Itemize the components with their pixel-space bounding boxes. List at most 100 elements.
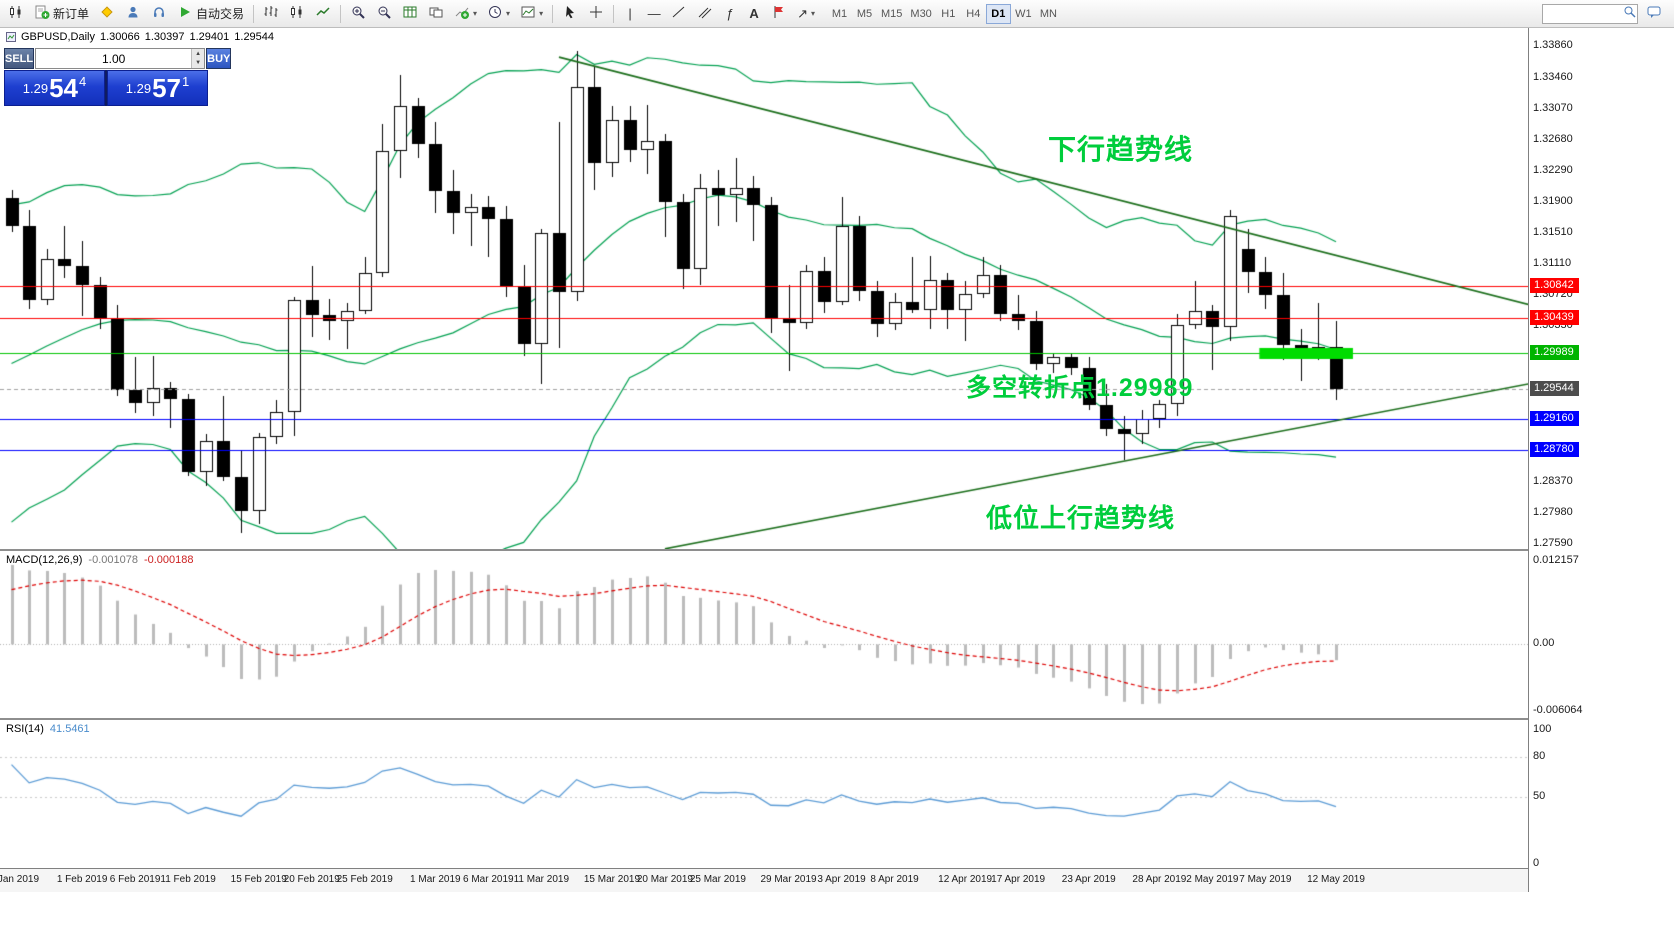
new-order-label: 新订单 [53, 7, 90, 21]
channel-icon [697, 4, 713, 23]
text-label-button[interactable] [767, 3, 791, 25]
volume-increase-button[interactable]: ▲ [192, 49, 205, 59]
channel-button[interactable] [693, 3, 717, 25]
zoom-in-icon [350, 4, 366, 23]
tf-w1-button[interactable]: W1 [1015, 7, 1032, 20]
line-chart-icon [315, 4, 331, 23]
cascade-windows-button[interactable] [424, 3, 448, 25]
new-chart-button[interactable] [4, 3, 28, 25]
macd-canvas[interactable] [0, 551, 1528, 718]
time-axis-label: 6 Mar 2019 [463, 874, 514, 885]
tf-m5-button[interactable]: M5 [856, 7, 873, 20]
text-button[interactable]: A [743, 3, 765, 25]
volume-decrease-button[interactable]: ▼ [192, 58, 205, 68]
bid-pipette: 4 [79, 74, 87, 89]
macd-axis-label: 0.00 [1533, 637, 1555, 650]
axis-tick-label: 1.27980 [1533, 506, 1573, 519]
volume-spinner: ▲ ▼ [191, 49, 205, 68]
trendline-icon [671, 4, 687, 23]
rsi-label: RSI(14) 41.5461 [6, 723, 90, 735]
window-background [0, 892, 1674, 950]
macd-signal-value: -0.000188 [143, 554, 194, 566]
autotrade-button[interactable]: 自动交易 [173, 3, 248, 25]
bar-chart-button[interactable] [259, 3, 283, 25]
macd-main-value: -0.001078 [88, 554, 138, 566]
price-axis[interactable]: 1.33860 1.33460 1.33070 1.32680 1.32290 1.319… [1528, 28, 1674, 892]
tf-m15-button[interactable]: M15 [881, 7, 903, 20]
line-chart-button[interactable] [311, 3, 335, 25]
axis-tick-label: 1.33460 [1533, 70, 1573, 83]
templates-button[interactable]: ▾ [516, 3, 547, 25]
annotation-pivot-point: 多空转折点1.29989 [966, 374, 1194, 402]
candlestick-chart-button[interactable] [285, 3, 309, 25]
zoom-in-button[interactable] [346, 3, 370, 25]
chat-bubble-icon [1646, 4, 1662, 23]
axis-tick-label: 1.32290 [1533, 163, 1573, 176]
macd-panel: MACD(12,26,9) -0.001078 -0.000188 [0, 551, 1528, 718]
horizontal-line-button[interactable]: — [643, 3, 665, 25]
search-input[interactable] [1546, 7, 1620, 20]
volume-box: ▲ ▼ [35, 48, 206, 69]
market-watch-button[interactable] [95, 3, 119, 25]
sell-button[interactable]: SELL [4, 48, 35, 69]
fibonacci-button[interactable]: ƒ [719, 3, 741, 25]
time-axis-label: 11 Feb 2019 [160, 874, 216, 885]
zoom-out-button[interactable] [372, 3, 396, 25]
annotation-downtrend-line: 下行趋势线 [1048, 134, 1194, 165]
trendline-button[interactable] [667, 3, 691, 25]
bid-price-display[interactable]: 1.29 54 4 [4, 70, 105, 106]
cursor-button[interactable] [558, 3, 582, 25]
crosshair-button[interactable] [584, 3, 608, 25]
tf-h4-button[interactable]: H4 [966, 7, 981, 20]
time-axis-label: 25 Mar 2019 [689, 874, 746, 885]
time-axis-label: 20 Mar 2019 [636, 874, 693, 885]
indicators-button[interactable]: ▾ [450, 3, 481, 25]
buy-button[interactable]: BUY [206, 48, 232, 69]
tile-windows-button[interactable] [398, 3, 422, 25]
flag-icon [771, 4, 787, 23]
rsi-axis-label: 80 [1533, 749, 1546, 762]
tf-d1-button[interactable]: D1 [985, 3, 1011, 24]
tf-m1-button[interactable]: M1 [831, 7, 848, 20]
chevron-down-icon: ▾ [506, 9, 511, 18]
volume-input[interactable] [36, 49, 192, 68]
panel-separator[interactable] [0, 718, 1528, 720]
tf-h1-button[interactable]: H1 [941, 7, 956, 20]
arrows-button[interactable]: ↗ ▾ [793, 3, 819, 25]
rsi-value: 41.5461 [49, 723, 90, 735]
headset-icon [151, 4, 167, 23]
time-axis-label: 6 Feb 2019 [109, 874, 161, 885]
time-axis-label: 25 Feb 2019 [336, 874, 393, 885]
chat-button[interactable] [1642, 3, 1666, 25]
vertical-line-icon: | [628, 6, 632, 21]
periods-button[interactable]: ▾ [483, 3, 514, 25]
bid-prefix: 1.29 [22, 80, 49, 96]
chart-window: GBPUSD,Daily 1.30066 1.30397 1.29401 1.2… [0, 28, 1674, 950]
candlestick-icon [289, 4, 305, 23]
community-button[interactable] [147, 3, 171, 25]
tf-m30-button[interactable]: M30 [910, 7, 932, 20]
add-indicator-icon [454, 4, 470, 23]
symbol-ohlc-label: GBPUSD,Daily 1.30066 1.30397 1.29401 1.2… [6, 31, 274, 43]
axis-tick-label: 1.28370 [1533, 475, 1573, 488]
ask-price-display[interactable]: 1.29 57 1 [107, 70, 208, 106]
ask-pipette: 1 [182, 74, 190, 89]
chart-mini-icon [6, 32, 16, 42]
profile-button[interactable] [121, 3, 145, 25]
new-order-icon [34, 4, 50, 23]
panel-separator[interactable] [0, 549, 1528, 551]
bid-big-digits: 54 [49, 73, 78, 103]
search-icon[interactable] [1623, 5, 1636, 23]
main-chart-canvas[interactable] [0, 28, 1528, 549]
vertical-line-button[interactable]: | [619, 3, 641, 25]
text-icon: A [749, 6, 759, 21]
ohlc-high: 1.30397 [144, 31, 185, 43]
rsi-canvas[interactable] [0, 720, 1528, 867]
new-order-button[interactable]: 新订单 [30, 3, 93, 25]
tf-mn-button[interactable]: MN [1039, 7, 1057, 20]
main-chart-panel: GBPUSD,Daily 1.30066 1.30397 1.29401 1.2… [0, 28, 1528, 549]
time-axis-label: 29 Mar 2019 [760, 874, 817, 885]
axis-tick-label: 1.31900 [1533, 194, 1573, 207]
